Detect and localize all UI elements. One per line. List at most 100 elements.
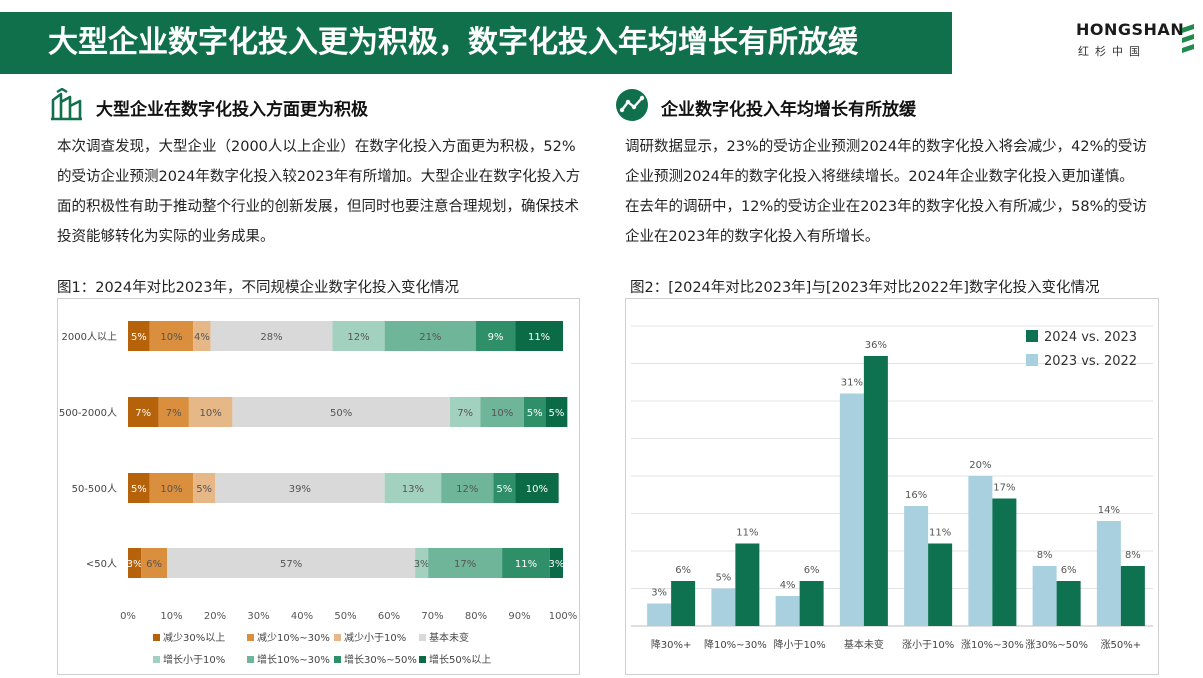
logo-wordmark: HONGSHAN <box>1076 20 1185 39</box>
bar-segment <box>515 321 563 351</box>
legend-swatch <box>1026 330 1038 342</box>
stacked-bar-chart: 2000人以上 5% 10% 4% 28% 12% 21% 9% 11% 500-2000人 7% 7… <box>59 321 577 666</box>
legend-swatch <box>334 634 341 641</box>
data-label: 4% <box>780 580 796 591</box>
category-label: 500-2000人 <box>59 407 117 419</box>
bar-2023-vs-2022 <box>904 506 929 626</box>
data-label: 10% <box>160 484 182 495</box>
data-label: 10% <box>160 332 182 343</box>
legend-swatch <box>247 634 254 641</box>
x-tick-label: 40% <box>291 611 313 622</box>
bar-2023-vs-2022 <box>839 393 864 626</box>
bar-segment <box>188 397 233 427</box>
bar-segment <box>523 397 546 427</box>
category-label: 50-500人 <box>72 483 117 495</box>
data-label: 3% <box>414 559 430 570</box>
data-label: 12% <box>456 484 478 495</box>
bar-segment <box>215 473 385 503</box>
bar-segment <box>441 473 494 503</box>
legend-label: 减少小于10% <box>344 632 406 644</box>
category-label: 降30%+ <box>651 638 692 651</box>
legend-swatch <box>1026 354 1038 366</box>
bar-segment <box>128 548 142 578</box>
bar-segment <box>128 321 150 351</box>
legend-label: 增长小于10% <box>163 653 225 666</box>
grouped-bar-chart: 3% 6% 降30%+ 5% 11% 降10%~30% 4% 6% 降小于10% 31% 36% 基本… <box>631 325 1153 651</box>
data-label: 17% <box>454 559 476 570</box>
category-label: 基本未变 <box>844 638 884 651</box>
data-label: 4% <box>194 332 210 343</box>
legend-swatch <box>334 656 341 663</box>
data-label: 50% <box>330 408 352 419</box>
chart-1-panel: 2000人以上 5% 10% 4% 28% 12% 21% 9% 11% 500-2000人 7% 7… <box>57 298 580 675</box>
bar-segment <box>502 548 550 578</box>
figure-1-caption: 图1：2024年对比2023年，不同规模企业数字化投入变化情况 <box>57 280 460 296</box>
data-label: 5% <box>715 573 731 584</box>
x-tick-label: 80% <box>465 611 487 622</box>
bar-segment <box>232 397 450 427</box>
category-label: 降小于10% <box>774 638 826 651</box>
data-label: 14% <box>1098 505 1120 516</box>
bar-2024-vs-2023 <box>735 543 760 626</box>
bar-2024-vs-2023 <box>799 581 824 626</box>
legend-label: 减少30%以上 <box>163 632 225 644</box>
category-label: 降10%~30% <box>704 638 767 651</box>
bar-segment <box>384 473 442 503</box>
bar-2024-vs-2023 <box>1120 566 1145 626</box>
logo-mark-icon <box>1182 24 1194 53</box>
bar-2024-vs-2023 <box>863 356 888 626</box>
legend-label: 减少10%~30% <box>257 632 330 644</box>
right-paragraph: 调研数据显示，23%的受访企业预测2024年的数字化投入将会减少，42%的受访企… <box>625 139 1147 245</box>
data-label: 11% <box>515 559 537 570</box>
data-label: 8% <box>1125 550 1141 561</box>
legend-label: 增长50%以上 <box>429 653 491 666</box>
data-label: 6% <box>1061 565 1077 576</box>
bar-2023-vs-2022 <box>711 588 736 626</box>
legend-label: 2024 vs. 2023 <box>1044 330 1137 345</box>
legend-label: 增长30%~50% <box>344 653 417 666</box>
category-label: 2000人以上 <box>62 331 117 343</box>
data-label: 5% <box>496 484 512 495</box>
bar-segment <box>193 321 211 351</box>
legend-swatch <box>153 656 160 663</box>
trend-line-icon <box>616 89 648 121</box>
category-label: <50人 <box>86 558 117 570</box>
bar-segment <box>476 321 516 351</box>
bar-segment <box>193 473 215 503</box>
bar-segment <box>545 397 568 427</box>
bar-segment <box>158 397 189 427</box>
data-label: 5% <box>131 484 147 495</box>
category-label: 涨30%~50% <box>1025 639 1088 651</box>
bar-2024-vs-2023 <box>1056 581 1081 626</box>
legend-swatch <box>247 656 254 663</box>
bar-segment <box>332 321 385 351</box>
bar-segment <box>415 548 429 578</box>
data-label: 7% <box>166 408 182 419</box>
category-label: 涨50%+ <box>1101 639 1142 651</box>
category-label: 涨10%~30% <box>961 639 1024 651</box>
x-tick-label: 0% <box>120 611 136 622</box>
x-tick-label: 90% <box>508 611 530 622</box>
bar-segment <box>480 397 524 427</box>
bar-segment <box>384 321 476 351</box>
data-label: 3% <box>127 559 143 570</box>
left-section-heading: 大型企业在数字化投入方面更为积极 <box>96 100 368 120</box>
bar-segment <box>128 397 159 427</box>
data-label: 57% <box>280 559 302 570</box>
bar-segment <box>515 473 559 503</box>
data-label: 20% <box>969 460 991 471</box>
legend-swatch <box>153 634 160 641</box>
title-bar: 大型企业数字化投入更为积极，数字化投入年均增长有所放缓 <box>0 12 952 74</box>
bar-2023-vs-2022 <box>775 596 800 626</box>
data-label: 11% <box>929 528 951 539</box>
data-label: 5% <box>549 408 565 419</box>
legend-swatch <box>419 634 426 641</box>
bar-segment <box>549 548 563 578</box>
data-label: 8% <box>1037 550 1053 561</box>
category-label: 涨小于10% <box>902 639 954 651</box>
bar-2024-vs-2023 <box>928 543 953 626</box>
data-label: 9% <box>488 332 504 343</box>
data-label: 11% <box>736 528 758 539</box>
data-label: 7% <box>135 408 151 419</box>
data-label: 10% <box>526 484 548 495</box>
